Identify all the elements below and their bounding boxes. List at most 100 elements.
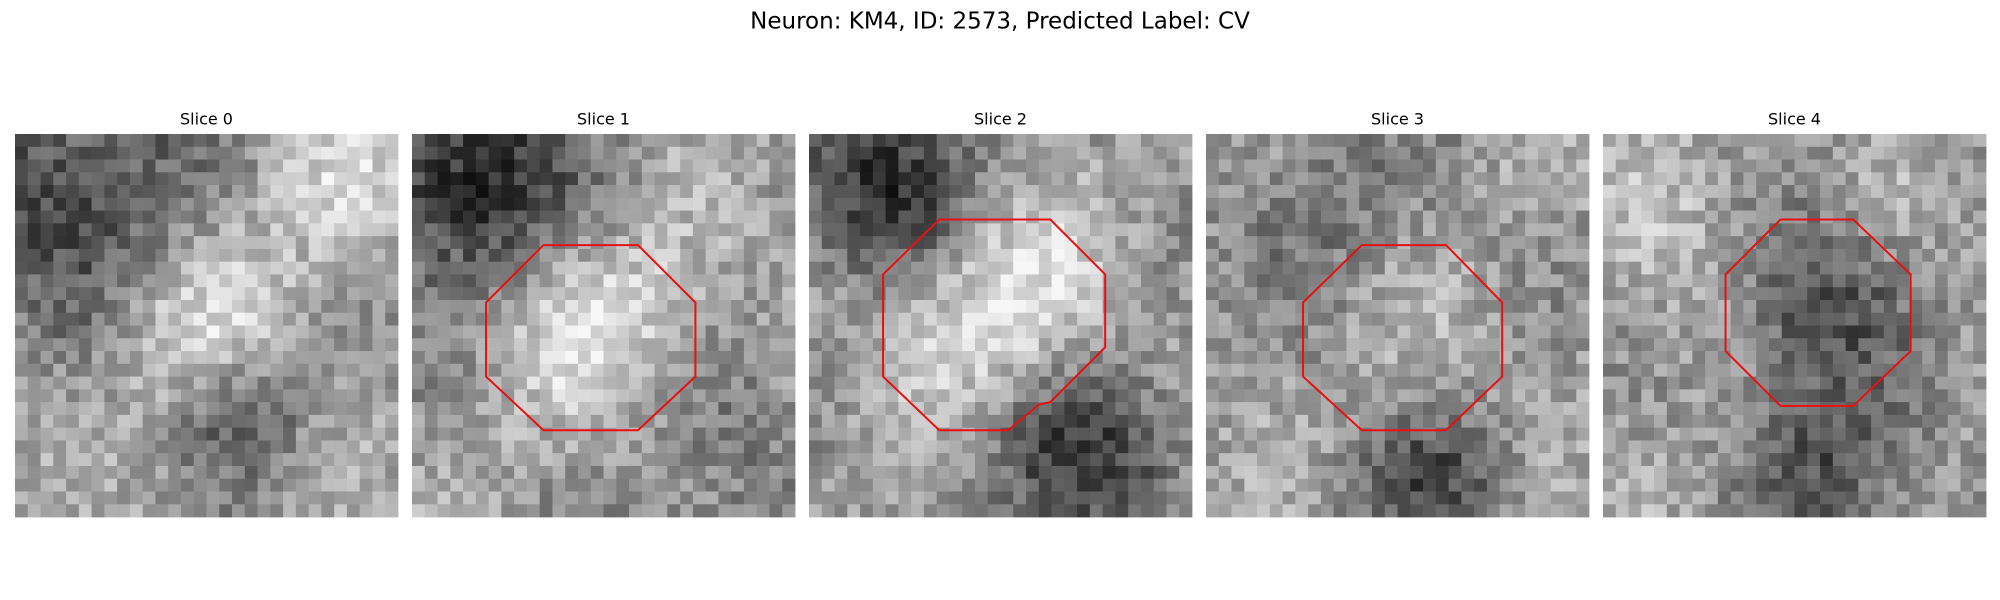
pixel bbox=[1128, 197, 1142, 211]
pixel bbox=[1026, 159, 1040, 173]
pixel bbox=[1038, 287, 1052, 301]
pixel bbox=[1320, 159, 1335, 173]
pixel bbox=[1641, 478, 1655, 492]
pixel bbox=[1128, 478, 1142, 492]
pixel bbox=[1257, 440, 1271, 454]
pixel bbox=[1026, 389, 1040, 403]
pixel bbox=[552, 376, 566, 390]
pixel bbox=[1756, 351, 1770, 365]
pixel bbox=[180, 504, 195, 518]
pixel bbox=[412, 338, 426, 352]
pixel bbox=[501, 287, 515, 301]
pixel bbox=[1333, 248, 1347, 263]
pixel bbox=[1320, 146, 1335, 160]
pixel bbox=[1717, 351, 1732, 365]
pixel bbox=[705, 274, 719, 288]
pixel bbox=[308, 312, 322, 326]
pixel bbox=[372, 134, 386, 148]
pixel bbox=[1666, 299, 1680, 314]
pixel bbox=[1308, 363, 1322, 377]
pixel bbox=[1883, 146, 1898, 160]
pixel bbox=[1026, 478, 1040, 492]
pixel bbox=[1384, 363, 1398, 377]
pixel bbox=[1537, 363, 1552, 377]
pixel bbox=[334, 402, 348, 416]
pixel bbox=[129, 504, 144, 518]
pixel bbox=[1474, 325, 1488, 339]
pixel bbox=[1858, 427, 1872, 441]
pixel bbox=[1871, 185, 1885, 199]
pixel bbox=[129, 197, 144, 211]
pixel bbox=[603, 299, 617, 314]
pixel bbox=[1743, 491, 1757, 505]
pixel bbox=[91, 427, 105, 441]
pixel bbox=[526, 312, 541, 326]
pixel bbox=[911, 299, 925, 314]
pixel bbox=[1333, 338, 1347, 352]
pixel bbox=[78, 414, 92, 429]
pixel bbox=[1371, 478, 1386, 492]
pixel bbox=[1089, 440, 1104, 454]
pixel bbox=[129, 338, 144, 352]
pixel bbox=[1537, 159, 1552, 173]
pixel bbox=[1128, 312, 1142, 326]
pixel bbox=[142, 299, 156, 314]
pixel bbox=[1525, 134, 1539, 148]
pixel bbox=[872, 159, 886, 173]
pixel bbox=[834, 363, 848, 377]
pixel bbox=[1628, 465, 1642, 480]
pixel bbox=[756, 402, 770, 416]
pixel bbox=[743, 363, 758, 377]
pixel bbox=[860, 261, 874, 275]
pixel bbox=[923, 172, 938, 186]
pixel bbox=[244, 389, 258, 403]
pixel bbox=[40, 414, 54, 429]
pixel bbox=[1359, 440, 1373, 454]
pixel bbox=[1128, 134, 1142, 148]
pixel bbox=[654, 389, 668, 403]
pixel bbox=[1013, 389, 1027, 403]
pixel bbox=[475, 465, 489, 480]
pixel bbox=[616, 274, 630, 288]
pixel bbox=[718, 274, 732, 288]
pixel bbox=[1140, 363, 1155, 377]
pixel bbox=[1781, 453, 1795, 467]
pixel bbox=[809, 491, 823, 505]
pixel bbox=[654, 465, 668, 480]
pixel bbox=[692, 427, 707, 441]
pixel bbox=[321, 248, 335, 263]
pixel bbox=[257, 389, 271, 403]
pixel bbox=[244, 172, 258, 186]
pixel bbox=[1883, 197, 1898, 211]
pixel bbox=[834, 248, 848, 263]
pixel bbox=[91, 287, 105, 301]
pixel-grid bbox=[1206, 134, 1590, 518]
pixel bbox=[1603, 146, 1617, 160]
pixel bbox=[283, 287, 297, 301]
pixel bbox=[577, 312, 592, 326]
pixel bbox=[1832, 504, 1846, 518]
pixel bbox=[412, 261, 426, 275]
pixel bbox=[616, 325, 630, 339]
pixel bbox=[911, 325, 925, 339]
pixel bbox=[1934, 159, 1949, 173]
pixel bbox=[718, 159, 732, 173]
pixel bbox=[1781, 248, 1795, 263]
pixel bbox=[295, 172, 310, 186]
pixel bbox=[142, 338, 156, 352]
pixel bbox=[1320, 210, 1335, 224]
pixel bbox=[872, 223, 886, 237]
pixel bbox=[1166, 325, 1180, 339]
pixel bbox=[1448, 453, 1462, 467]
pixel bbox=[629, 159, 643, 173]
pixel bbox=[346, 274, 361, 288]
pixel bbox=[1384, 159, 1398, 173]
pixel bbox=[860, 402, 874, 416]
pixel bbox=[911, 146, 925, 160]
pixel bbox=[346, 248, 361, 263]
pixel bbox=[1666, 210, 1680, 224]
pixel bbox=[911, 261, 925, 275]
pixel bbox=[475, 261, 489, 275]
pixel bbox=[552, 210, 566, 224]
pixel bbox=[1960, 287, 1974, 301]
